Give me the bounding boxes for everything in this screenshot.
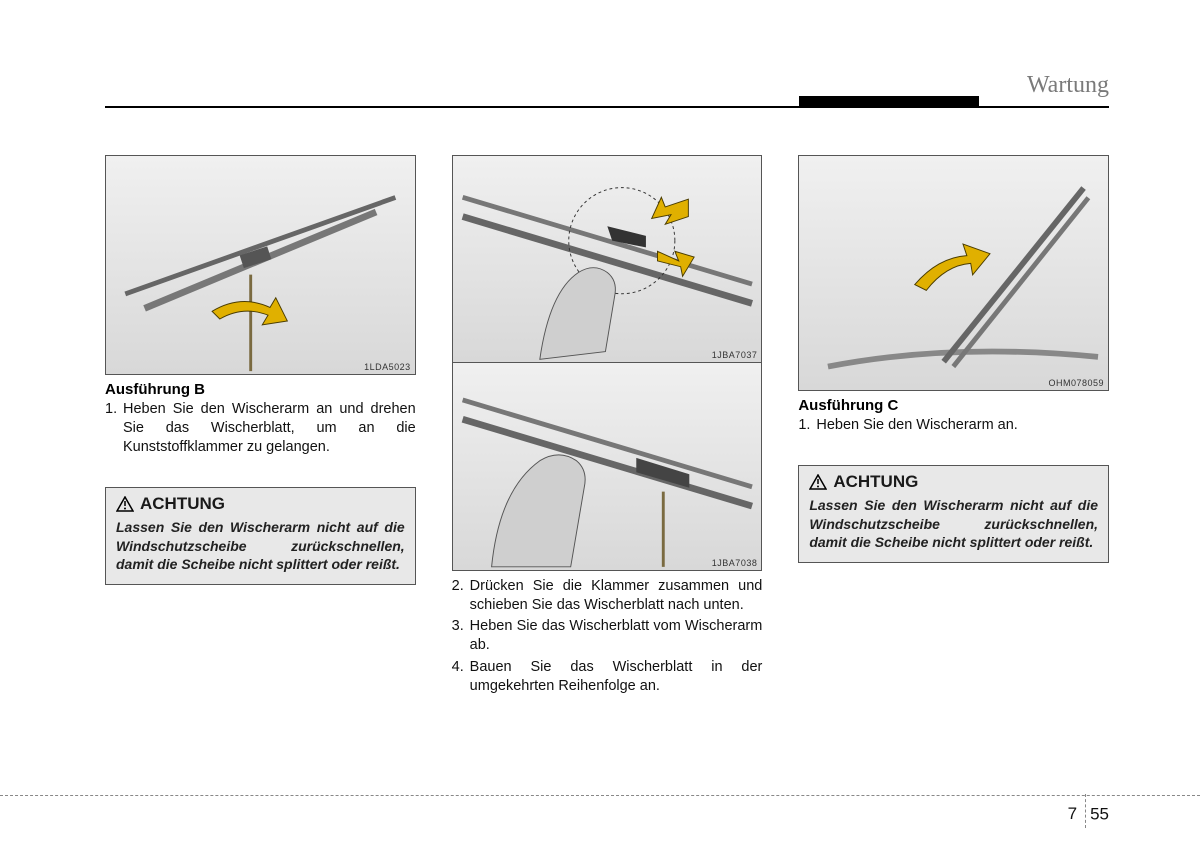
step-number: 1. (798, 416, 816, 435)
step-text: Heben Sie das Wischerblatt vom Wischerar… (470, 617, 763, 655)
figure-ausfuehrung-c: OHM078059 (798, 155, 1109, 391)
page-number-value: 55 (1090, 804, 1109, 823)
wiper-clip-illustration-top (453, 156, 762, 362)
step-text: Heben Sie den Wischerarm an und drehen S… (123, 400, 416, 457)
steps-middle: 2. Drücken Sie die Klammer zusammen und … (452, 577, 763, 698)
list-item: 4. Bauen Sie das Wischerblatt in der umg… (452, 658, 763, 696)
figure-id-label: OHM078059 (1048, 378, 1104, 388)
page-footer: 7 55 (0, 795, 1200, 825)
figure-id-label: 1LDA5023 (364, 362, 411, 372)
column-middle: 1JBA7037 1JBA7038 2. Drücken Sie die Kla… (452, 155, 763, 698)
heading-ausfuehrung-b: Ausführung B (105, 381, 416, 398)
step-number: 1. (105, 400, 123, 457)
column-right: OHM078059 Ausführung C 1. Heben Sie den … (798, 155, 1109, 698)
list-item: 2. Drücken Sie die Klammer zusammen und … (452, 577, 763, 615)
wiper-clip-illustration-bottom (453, 363, 762, 570)
column-left: 1LDA5023 Ausführung B 1. Heben Sie den W… (105, 155, 416, 698)
caution-box-left: ACHTUNG Lassen Sie den Wischerarm nicht … (105, 487, 416, 584)
step-text: Heben Sie den Wischerarm an. (816, 416, 1109, 435)
page-title: Wartung (1027, 72, 1109, 99)
figure-clip-bottom: 1JBA7038 (452, 363, 763, 571)
step-text: Bauen Sie das Wischerblatt in der umgeke… (470, 658, 763, 696)
wiper-illustration-b (106, 156, 415, 374)
wiper-illustration-c (799, 156, 1108, 390)
step-number: 4. (452, 658, 470, 696)
heading-ausfuehrung-c: Ausführung C (798, 397, 1109, 414)
warning-icon (116, 496, 134, 512)
step-text: Drücken Sie die Klammer zusammen und sch… (470, 577, 763, 615)
caution-box-right: ACHTUNG Lassen Sie den Wischerarm nicht … (798, 465, 1109, 562)
warning-icon (809, 474, 827, 490)
step-b-1: 1. Heben Sie den Wischerarm an und drehe… (105, 400, 416, 459)
figure-id-label: 1JBA7037 (712, 350, 758, 360)
caution-heading: ACHTUNG (799, 466, 1108, 496)
caution-heading: ACHTUNG (106, 488, 415, 518)
step-c-1: 1. Heben Sie den Wischerarm an. (798, 416, 1109, 437)
figure-id-label: 1JBA7038 (712, 558, 758, 568)
list-item: 3. Heben Sie das Wischerblatt vom Wische… (452, 617, 763, 655)
figure-clip-top: 1JBA7037 (452, 155, 763, 363)
caution-label: ACHTUNG (833, 472, 918, 492)
page-number-separator (1085, 794, 1086, 828)
step-number: 2. (452, 577, 470, 615)
step-number: 3. (452, 617, 470, 655)
page-header: Wartung (105, 72, 1109, 108)
header-accent-bar (799, 96, 979, 106)
figure-ausfuehrung-b: 1LDA5023 (105, 155, 416, 375)
caution-body-text: Lassen Sie den Wischerarm nicht auf die … (799, 496, 1108, 561)
caution-label: ACHTUNG (140, 494, 225, 514)
caution-body-text: Lassen Sie den Wischerarm nicht auf die … (106, 518, 415, 583)
content-columns: 1LDA5023 Ausführung B 1. Heben Sie den W… (105, 155, 1109, 698)
chapter-number: 7 (1068, 804, 1085, 823)
header-divider (105, 106, 1109, 108)
page-number: 7 55 (1068, 802, 1109, 828)
